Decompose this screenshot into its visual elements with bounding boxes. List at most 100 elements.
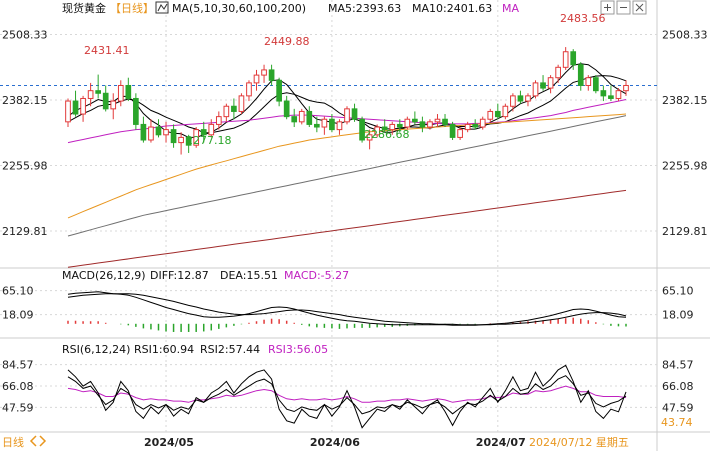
month-tick-label: 2024/06 (310, 436, 360, 449)
candle-body (532, 82, 539, 97)
rsi-line-rsi2 (67, 375, 627, 415)
macd-dea-line (67, 293, 627, 326)
rsi-tick-right: 84.57 (662, 359, 694, 372)
month-tick-label: 2024/07 (476, 436, 526, 449)
candle-body (366, 134, 373, 141)
candle-body (283, 100, 290, 118)
macd-dif-line (67, 291, 627, 326)
candle-body (314, 123, 320, 128)
period-badge[interactable]: 【日线】 (110, 1, 154, 15)
close-icon[interactable] (632, 0, 647, 15)
candle-body (351, 108, 358, 120)
grid-lines (0, 0, 657, 432)
candle-body (110, 100, 117, 110)
candle-body (155, 126, 162, 136)
indicator-toggle-icon[interactable] (155, 1, 169, 14)
price-tick-right: 2255.98 (662, 159, 708, 172)
rsi-tick-left: 47.59 (2, 401, 34, 414)
period-selector[interactable]: 日线 (2, 435, 47, 449)
candle-body (570, 51, 577, 66)
candle-body (517, 95, 524, 102)
candle-body (200, 129, 207, 136)
low-label-2: 2286.68 (364, 128, 410, 141)
candle-body (502, 105, 509, 118)
candle-body (442, 118, 448, 125)
high-label-1: 2431.41 (84, 44, 130, 57)
price-tick-left: 2255.98 (2, 159, 48, 172)
candle-body (510, 95, 516, 107)
candle-body (163, 129, 169, 136)
candle-body (223, 105, 230, 118)
candle-body (396, 123, 403, 128)
minus-icon[interactable] (616, 0, 631, 15)
rsi-tick-right: 66.08 (662, 380, 694, 393)
candle-body (381, 126, 388, 131)
chart-marks: 2508.33 2508.33 2382.15 2382.15 2255.98 2255.… (0, 28, 708, 449)
candle-body (359, 118, 365, 141)
candle-body (298, 110, 305, 123)
candle-body (344, 108, 350, 123)
candle-body (487, 110, 494, 120)
candle-body (585, 77, 592, 86)
ma5-value: MA5:2393.63 (328, 2, 401, 15)
macd-dif-value: DIFF:12.87 (150, 269, 209, 282)
candle-body (336, 121, 343, 131)
rsi-tick-left: 84.57 (2, 359, 34, 372)
macd-label: MACD(26,12,9) (62, 269, 146, 282)
candle-body (291, 116, 298, 123)
candle-body (65, 100, 71, 123)
macd-dea-value: DEA:15.51 (220, 269, 278, 282)
rsi-current-tag: 43.74 (661, 416, 693, 429)
add-icon[interactable] (600, 0, 615, 15)
macd-tick-right: 18.09 (662, 309, 694, 322)
candle-body (321, 118, 328, 128)
rsi3-value: RSI3:56.05 (268, 343, 328, 356)
price-tick-right: 2508.33 (662, 28, 708, 41)
low-label-1: 2277.18 (186, 134, 232, 147)
ma-line-ma5 (67, 63, 627, 138)
price-tick-left: 2508.33 (2, 28, 48, 41)
rsi-line-rsi1 (67, 364, 627, 429)
macd-tick-left: 65.10 (2, 285, 34, 298)
rsi-tick-left: 66.08 (2, 380, 34, 393)
price-tick-left: 2129.81 (2, 225, 48, 238)
chevron-right-icon[interactable] (39, 435, 47, 447)
candle-body (125, 84, 132, 99)
candle-body (547, 77, 554, 89)
candle-body (87, 90, 94, 99)
candle-body (457, 129, 463, 138)
price-tick-right: 2129.81 (662, 225, 708, 238)
candle-body (412, 118, 418, 123)
candle-body (148, 126, 154, 141)
candle-body (434, 118, 441, 123)
candle-body (374, 126, 380, 136)
rsi-line-rsi3 (67, 385, 627, 403)
macd-tick-right: 65.10 (662, 285, 694, 298)
candle-body (261, 69, 267, 76)
candle-body (593, 77, 599, 92)
candle-body (623, 84, 629, 92)
chevron-left-icon[interactable] (29, 435, 37, 447)
candle-body (577, 64, 584, 86)
candle-body (419, 121, 426, 128)
candle-body (540, 82, 546, 89)
candle-body (449, 123, 456, 138)
candle-body (600, 90, 607, 97)
candle-body (608, 95, 614, 99)
ma10-value: MA10:2401.63 (412, 2, 492, 15)
period-selector-label[interactable]: 日线 (2, 435, 24, 449)
price-tick-right: 2382.15 (662, 94, 708, 107)
candle-body (95, 90, 101, 94)
ma-line-ma200 (67, 189, 627, 268)
candle-body (185, 136, 192, 146)
macd-tick-left: 18.09 (2, 309, 34, 322)
footer-date: 2024/07/12 星期五 (529, 436, 629, 449)
candle-body (494, 110, 501, 118)
candle-body (133, 97, 139, 125)
candle-body (389, 123, 396, 131)
candle-body (193, 129, 200, 146)
candle-body (117, 84, 124, 102)
candle-body (615, 90, 622, 99)
candle-body (170, 129, 177, 144)
